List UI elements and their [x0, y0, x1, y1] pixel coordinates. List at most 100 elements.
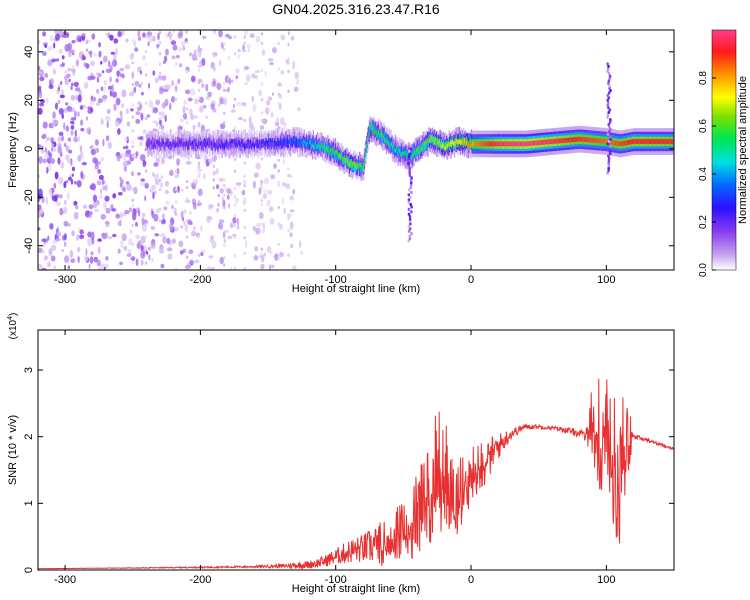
noise-speckle	[212, 178, 215, 182]
noise-speckle	[233, 35, 237, 39]
noise-speckle	[212, 100, 215, 104]
spike-mark	[607, 130, 611, 134]
noise-speckle	[131, 53, 134, 57]
spike-mark	[410, 210, 413, 214]
noise-speckle	[144, 117, 148, 121]
noise-speckle	[233, 213, 237, 217]
spike-mark	[609, 118, 612, 122]
spike-mark	[609, 89, 612, 93]
figure-title: GN04.2025.316.23.47.R16	[272, 1, 440, 17]
noise-speckle	[287, 174, 290, 178]
spectrogram-x-label: Height of straight line (km)	[292, 283, 420, 295]
spike-mark	[606, 115, 609, 119]
spike-mark	[608, 147, 612, 151]
noise-speckle	[277, 256, 280, 260]
noise-speckle	[131, 204, 134, 208]
noise-speckle	[212, 54, 215, 58]
noise-speckle	[158, 117, 162, 121]
noise-speckle	[185, 235, 189, 239]
spike-mark	[410, 205, 413, 209]
snr-y-ticks: 0 1 2 3	[23, 367, 674, 573]
noise-speckle	[277, 183, 280, 187]
spike-mark	[606, 93, 610, 98]
spike-mark	[408, 166, 411, 170]
noise-speckle	[185, 69, 189, 73]
noise-speckle	[212, 158, 215, 162]
noise-speckle	[185, 161, 189, 165]
noise-speckle	[185, 179, 189, 184]
noise-speckle	[260, 222, 264, 226]
noise-speckle	[175, 88, 178, 92]
noise-speckle	[243, 174, 246, 178]
noise-speckle	[185, 40, 189, 45]
colorbar-tick-label: 0.2	[698, 215, 709, 229]
spike-mark	[407, 156, 411, 161]
noise-speckle	[212, 78, 215, 82]
noise-speckle	[287, 253, 290, 257]
spike-mark	[408, 219, 412, 224]
noise-speckle	[233, 195, 237, 199]
spike-mark	[608, 76, 611, 81]
x-tick-label: -100	[325, 574, 347, 586]
spectrogram-image	[38, 30, 674, 270]
noise-speckle	[212, 267, 215, 270]
colorbar-tick-label: 0.4	[698, 167, 709, 181]
y-tick-label: -40	[23, 238, 35, 254]
spike-mark	[606, 142, 610, 146]
noise-speckle	[260, 41, 264, 46]
noise-speckle	[223, 243, 226, 247]
spectrogram-x-ticks: -300 -200 -100 0 100	[54, 30, 616, 286]
noise-speckle	[212, 164, 215, 168]
noise-speckle	[185, 107, 189, 111]
spike-mark	[410, 190, 413, 194]
x-tick-label: -200	[189, 574, 211, 586]
spike-mark	[607, 139, 611, 144]
noise-speckle	[260, 68, 264, 72]
noise-speckle	[223, 193, 226, 197]
noise-speckle	[277, 242, 280, 246]
snr-x-label: Height of straight line (km)	[292, 583, 420, 595]
noise-speckle	[197, 253, 201, 257]
noise-speckle	[212, 31, 215, 35]
noise-speckle	[158, 178, 162, 182]
noise-speckle	[223, 88, 226, 92]
noise-speckle	[158, 30, 162, 35]
spike-mark	[407, 188, 411, 192]
noise-speckle	[243, 161, 246, 165]
spike-mark	[607, 96, 611, 100]
spike-mark	[607, 110, 611, 114]
noise-speckle	[158, 52, 162, 56]
snr-frame	[37, 329, 675, 571]
spectrogram-y-label: Frequency (Hz)	[7, 112, 19, 188]
spike-mark	[606, 103, 610, 107]
spike-mark	[410, 176, 413, 180]
noise-speckle	[223, 81, 226, 85]
noise-speckle	[185, 219, 189, 223]
noise-speckle	[158, 71, 162, 75]
noise-speckle	[260, 185, 264, 189]
y-tick-label: 40	[23, 46, 35, 58]
noise-speckle	[144, 234, 148, 238]
noise-speckle	[197, 64, 201, 68]
noise-speckle	[277, 205, 280, 210]
noise-speckle	[144, 223, 148, 227]
spike-mark	[408, 215, 412, 219]
noise-speckle	[131, 144, 134, 149]
noise-speckle	[158, 207, 162, 211]
noise-speckle	[277, 41, 280, 46]
noise-speckle	[277, 158, 280, 162]
noise-speckle	[287, 43, 290, 47]
noise-speckle	[158, 188, 162, 192]
spike-mark	[607, 72, 611, 76]
noise-speckle	[260, 119, 264, 123]
noise-speckle	[175, 83, 178, 87]
spike-mark	[609, 135, 612, 139]
noise-speckle	[175, 267, 178, 270]
spike-mark	[407, 207, 411, 211]
spike-mark	[607, 154, 610, 158]
spike-mark	[408, 159, 411, 163]
spike-mark	[407, 198, 411, 202]
noise-speckle	[131, 187, 134, 191]
noise-speckle	[197, 45, 201, 49]
noise-speckle	[243, 267, 246, 270]
